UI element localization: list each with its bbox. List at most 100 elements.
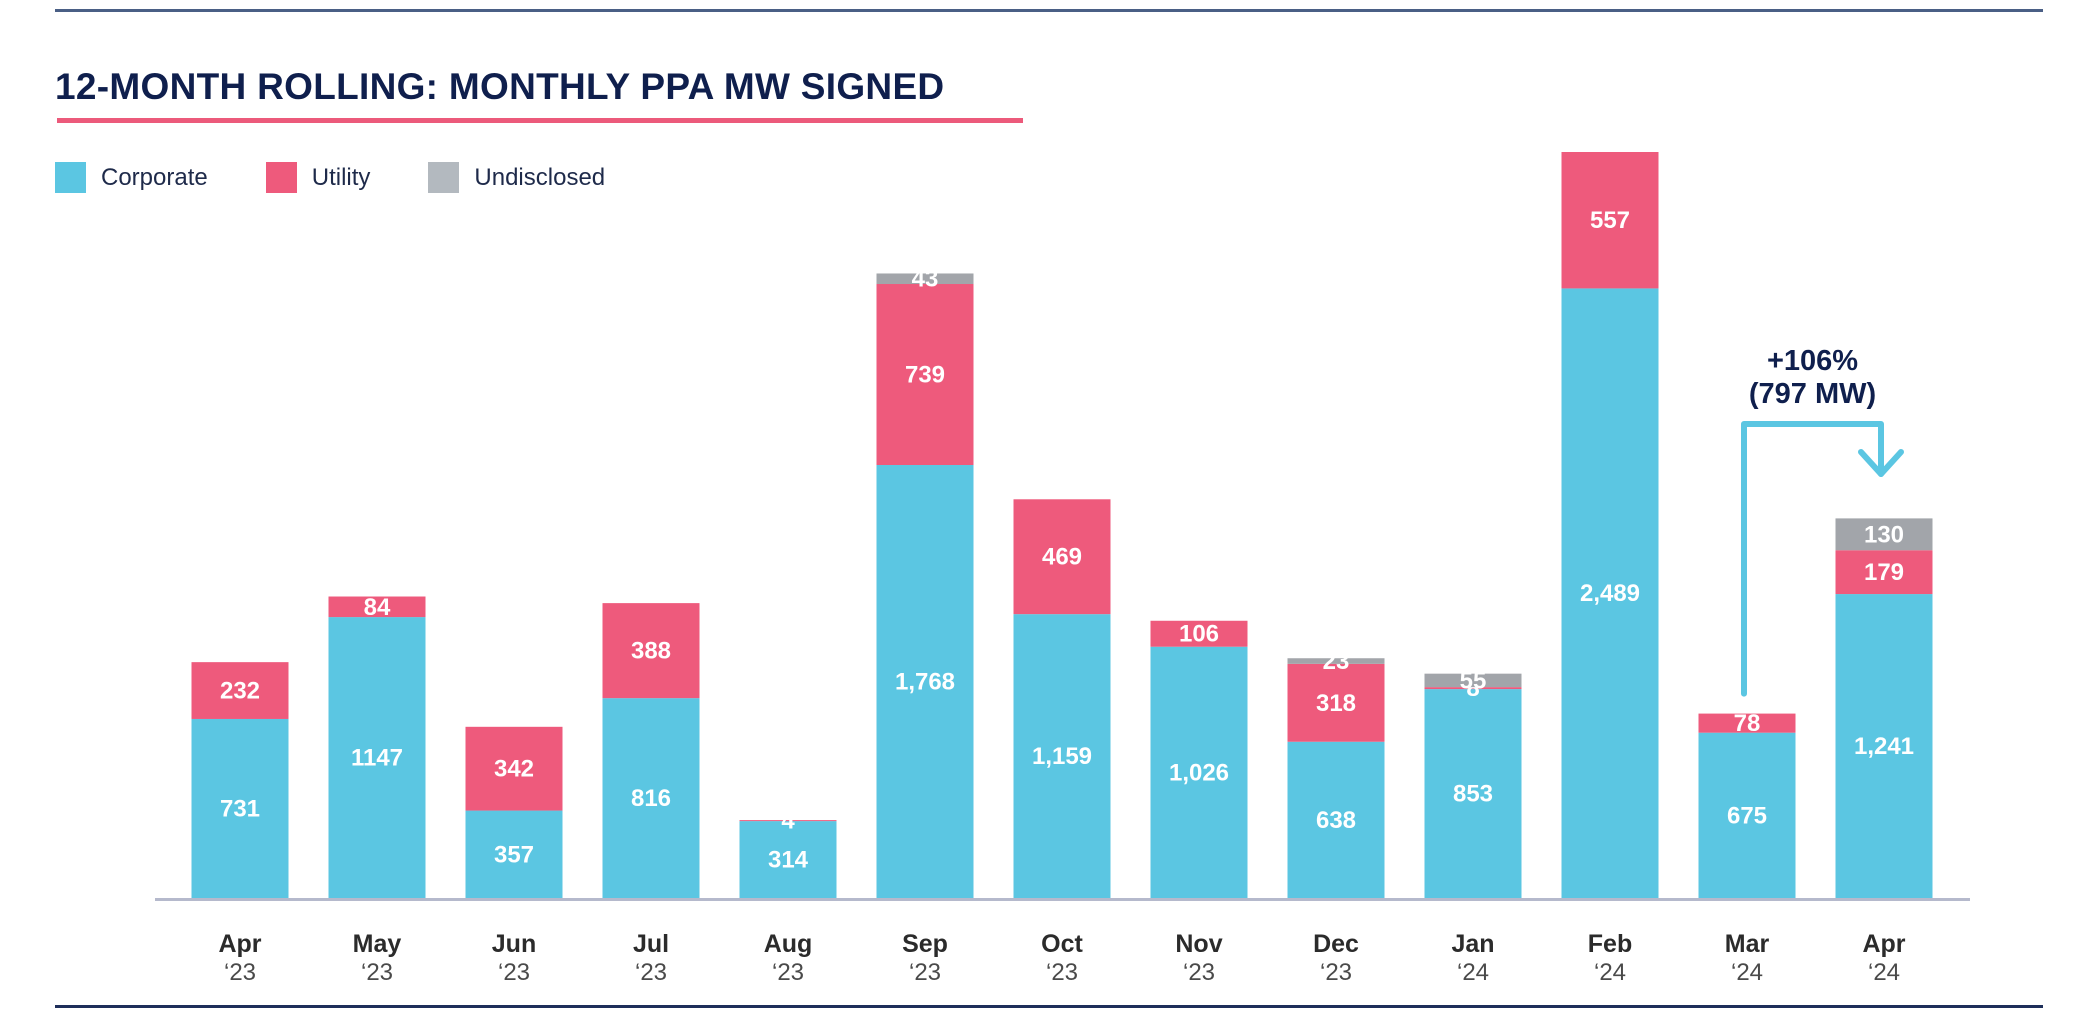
bar-segment-corporate — [1150, 646, 1248, 898]
data-label-utility: 232 — [220, 678, 260, 705]
x-tick-label-month: Jul — [633, 930, 669, 958]
x-tick-label-month: May — [353, 930, 402, 958]
bar-segment-utility — [1287, 663, 1385, 742]
bar-segment-corporate — [1287, 741, 1385, 898]
bar-segment-corporate — [1561, 288, 1659, 898]
x-tick-label-month: Jun — [492, 930, 536, 958]
x-tick-label-month: Apr — [218, 930, 261, 958]
data-label-utility: 739 — [905, 362, 945, 389]
annotation-arrow — [1741, 421, 1884, 697]
legend-item-undisclosed: Undisclosed — [428, 162, 605, 193]
data-label-utility: 342 — [494, 756, 534, 783]
bar-segment-utility — [1013, 499, 1111, 615]
bar-segment-corporate — [191, 718, 289, 898]
legend-swatch-undisclosed — [428, 162, 460, 193]
arrow-head-icon — [1858, 449, 1904, 477]
data-label-utility: 469 — [1042, 544, 1082, 571]
bar-segment-corporate — [602, 698, 700, 898]
annotation-percent: +106% — [1767, 345, 1858, 377]
bar-segment-utility — [1424, 687, 1522, 690]
bar-segment-utility — [876, 284, 974, 465]
x-axis-labels: Apr‘23May‘23Jun‘23Jul‘23Aug‘23Sep‘23Oct‘… — [218, 930, 1905, 986]
data-label-utility: 388 — [631, 638, 671, 665]
data-label-corporate: 638 — [1316, 807, 1356, 834]
change-annotation: +106% (797 MW) — [1741, 345, 1904, 697]
bar-segment-corporate — [328, 617, 426, 898]
bar-segment-undisclosed — [1835, 518, 1933, 551]
top-divider — [55, 9, 2043, 12]
bar-segment-corporate — [739, 821, 837, 898]
bars-group: 731 232 1147 84 357 342 816 388 314 4 1,768 739 43 1,… — [191, 152, 1933, 898]
x-tick-label-month: Jan — [1451, 930, 1494, 958]
x-tick-label-year: ‘23 — [361, 959, 393, 986]
bar-segment-corporate — [1835, 594, 1933, 898]
bar-segment-utility — [1561, 152, 1659, 289]
x-tick-label-month: Mar — [1725, 930, 1770, 958]
data-label-undisclosed: 23 — [1323, 648, 1350, 675]
x-tick-label-year: ‘23 — [224, 959, 256, 986]
x-tick-label-year: ‘24 — [1594, 959, 1626, 986]
x-tick-label-year: ‘23 — [1046, 959, 1078, 986]
data-label-utility: 4 — [781, 808, 795, 835]
bar-segment-undisclosed — [876, 273, 974, 285]
data-label-corporate: 357 — [494, 841, 534, 868]
x-tick-label-month: Apr — [1862, 930, 1905, 958]
bar-segment-undisclosed — [1287, 658, 1385, 664]
data-label-corporate: 1,241 — [1854, 733, 1914, 760]
bar-segment-utility — [1698, 713, 1796, 733]
data-label-corporate: 2,489 — [1580, 580, 1640, 607]
legend-label: Corporate — [101, 163, 208, 191]
bar-segment-utility — [602, 603, 700, 699]
data-label-utility: 84 — [364, 594, 391, 621]
x-tick-label-year: ‘24 — [1868, 959, 1900, 986]
legend-label: Undisclosed — [474, 163, 606, 191]
data-label-utility: 557 — [1590, 207, 1630, 234]
data-label-utility: 179 — [1864, 559, 1904, 586]
data-label-corporate: 816 — [631, 785, 671, 812]
bar-segment-corporate — [876, 464, 974, 898]
legend-label: Utility — [311, 163, 371, 191]
legend-item-corporate: Corporate — [55, 162, 208, 193]
data-label-utility: 78 — [1734, 710, 1761, 737]
x-tick-label-year: ‘23 — [498, 959, 530, 986]
x-tick-label-year: ‘23 — [1320, 959, 1352, 986]
data-label-corporate: 731 — [220, 795, 260, 822]
data-label-corporate: 314 — [768, 847, 809, 874]
x-tick-label-month: Dec — [1313, 930, 1359, 958]
bar-segment-corporate — [1013, 614, 1111, 898]
x-tick-label-year: ‘24 — [1731, 959, 1763, 986]
bar-segment-undisclosed — [1424, 673, 1522, 688]
x-tick-label-month: Oct — [1041, 930, 1083, 958]
bar-segment-utility — [191, 662, 289, 719]
x-tick-label-year: ‘24 — [1457, 959, 1489, 986]
annotation-mw: (797 MW) — [1749, 378, 1876, 410]
data-label-undisclosed: 130 — [1864, 521, 1904, 548]
bar-segment-utility — [1835, 550, 1933, 595]
bar-segment-corporate — [1698, 732, 1796, 898]
bar-segment-utility — [739, 820, 837, 822]
legend: Corporate Utility Undisclosed — [55, 162, 663, 193]
x-tick-label-month: Nov — [1175, 930, 1222, 958]
x-tick-label-month: Aug — [764, 930, 813, 958]
bar-segment-utility — [1150, 620, 1248, 647]
bar-segment-corporate — [465, 810, 563, 898]
bar-segment-corporate — [1424, 689, 1522, 898]
data-label-corporate: 675 — [1727, 802, 1767, 829]
bottom-divider — [55, 1005, 2043, 1008]
x-tick-label-year: ‘23 — [635, 959, 667, 986]
legend-swatch-corporate — [55, 162, 86, 193]
legend-swatch-utility — [265, 162, 297, 193]
title-underline — [57, 118, 1023, 123]
chart-title: 12-MONTH ROLLING: MONTHLY PPA MW SIGNED — [55, 66, 945, 107]
data-label-corporate: 1147 — [351, 745, 403, 772]
x-tick-label-month: Feb — [1588, 930, 1632, 958]
bar-segment-utility — [465, 726, 563, 811]
data-label-utility: 106 — [1179, 621, 1219, 648]
x-tick-label-year: ‘23 — [909, 959, 941, 986]
x-tick-label-year: ‘23 — [772, 959, 804, 986]
data-label-corporate: 1,159 — [1032, 743, 1092, 770]
data-label-undisclosed: 43 — [912, 266, 939, 293]
data-label-corporate: 853 — [1453, 781, 1493, 808]
legend-item-utility: Utility — [265, 162, 371, 193]
